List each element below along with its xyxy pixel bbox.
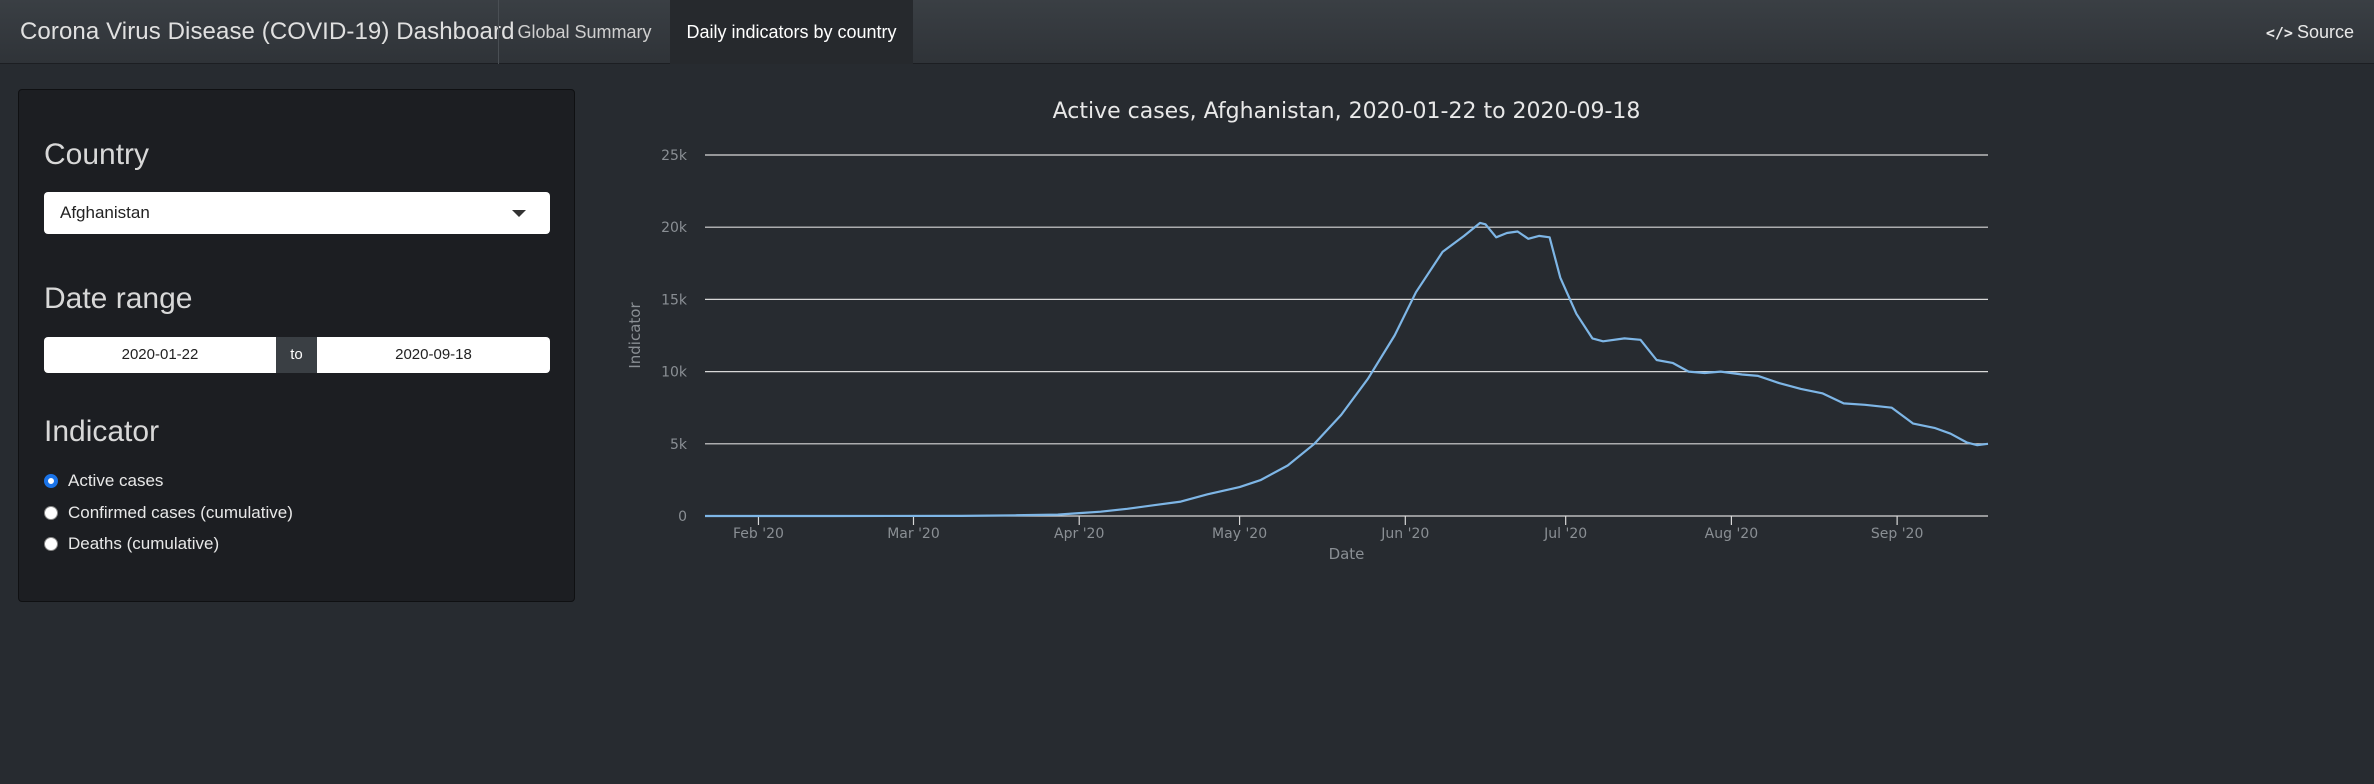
country-select-value: Afghanistan	[60, 203, 150, 222]
app-title[interactable]: Corona Virus Disease (COVID-19) Dashboar…	[20, 18, 515, 45]
y-tick-label: 5k	[670, 437, 688, 453]
radio-label: Deaths (cumulative)	[68, 534, 220, 553]
radio-label: Active cases	[68, 471, 164, 490]
indicator-heading: Indicator	[44, 415, 160, 448]
source-link[interactable]: </> Source	[2266, 0, 2354, 64]
active-cases-chart[interactable]: Active cases, Afghanistan, 2020-01-22 to…	[620, 80, 2020, 600]
tab-global-summary[interactable]: Global Summary	[498, 0, 670, 64]
x-tick-label: Aug '20	[1705, 526, 1758, 542]
x-axis-label: Date	[1329, 545, 1365, 563]
y-tick-label: 15k	[661, 292, 688, 308]
code-icon: </>	[2265, 24, 2293, 42]
sidebar-panel: Country Afghanistan Date range 2020-01-2…	[18, 89, 575, 602]
source-label: Source	[2296, 22, 2354, 42]
tab-daily-indicators[interactable]: Daily indicators by country	[670, 0, 913, 64]
radio-label: Confirmed cases (cumulative)	[68, 503, 293, 522]
country-select[interactable]: Afghanistan	[44, 192, 550, 234]
date-end-input[interactable]: 2020-09-18	[317, 337, 550, 373]
date-start-input[interactable]: 2020-01-22	[44, 337, 276, 373]
x-tick-label: Jun '20	[1380, 526, 1429, 542]
x-tick-label: Jul '20	[1543, 526, 1587, 542]
country-heading: Country	[44, 138, 150, 171]
y-tick-label: 20k	[661, 220, 688, 236]
x-tick-label: Feb '20	[733, 526, 784, 542]
x-tick-label: May '20	[1212, 526, 1267, 542]
chart-title: Active cases, Afghanistan, 2020-01-22 to…	[1053, 99, 1641, 124]
x-tick-label: Apr '20	[1054, 526, 1104, 542]
series-line	[705, 221, 1989, 518]
y-tick-label: 10k	[661, 365, 688, 381]
y-axis-label: Indicator	[626, 302, 644, 369]
chevron-down-icon	[512, 210, 526, 217]
chart-area: Active cases, Afghanistan, 2020-01-22 to…	[620, 80, 2020, 600]
radio-button-icon[interactable]	[44, 537, 58, 551]
navbar: Corona Virus Disease (COVID-19) Dashboar…	[0, 0, 2374, 64]
y-tick-label: 25k	[661, 148, 688, 164]
date-range-heading: Date range	[44, 282, 193, 315]
y-tick-label: 0	[678, 509, 687, 525]
radio-button-icon[interactable]	[44, 506, 58, 520]
radio-button-icon[interactable]	[44, 474, 58, 488]
date-separator: to	[276, 337, 317, 373]
x-tick-label: Mar '20	[887, 526, 940, 542]
x-tick-label: Sep '20	[1871, 526, 1924, 542]
